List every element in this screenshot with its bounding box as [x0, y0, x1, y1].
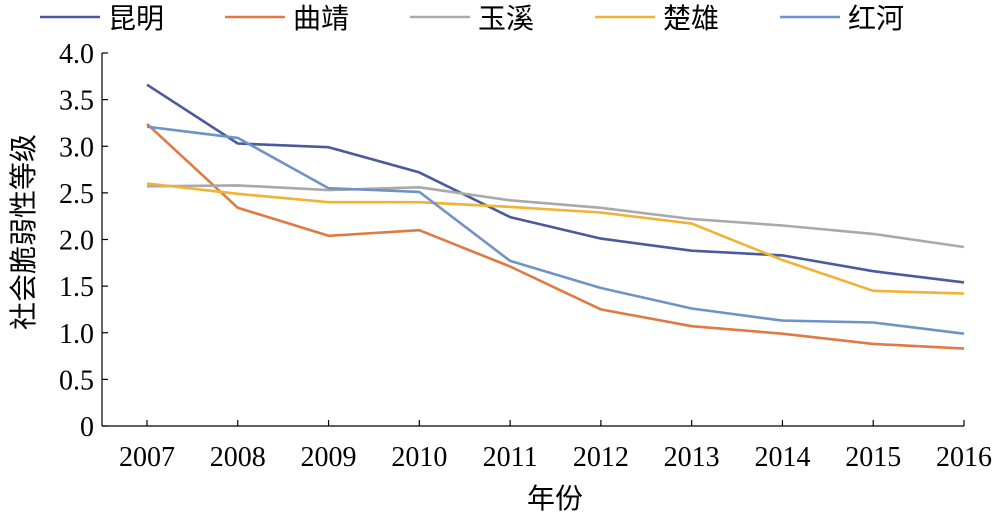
series-line-2 — [146, 122, 965, 350]
legend-label-4: 楚雄 — [663, 2, 719, 35]
y-tick-label: 4.0 — [59, 39, 94, 70]
y-tick-label: 2.0 — [59, 226, 94, 257]
x-tick-label: 2015 — [845, 442, 901, 473]
legend-label-1: 昆明 — [108, 2, 164, 35]
x-tick-label: 2013 — [664, 442, 720, 473]
x-axis: 2007 2008 2009 2010 2011 2012 2013 2014 2015 2016 — [102, 420, 992, 473]
x-axis-title: 年份 — [527, 482, 583, 515]
y-axis: 0 0.5 1.0 1.5 2.0 2.5 3.0 3.5 4.0 — [59, 39, 108, 443]
y-tick-label: 1.0 — [59, 319, 94, 350]
y-tick-label: 3.5 — [59, 86, 94, 117]
series-line-3 — [146, 184, 965, 249]
legend-label-2: 曲靖 — [293, 2, 349, 35]
y-tick-label: 1.5 — [59, 272, 94, 303]
x-tick-label: 2009 — [301, 442, 357, 473]
legend-label-5: 红河 — [848, 2, 904, 35]
x-tick-label: 2008 — [210, 442, 266, 473]
series-line-1 — [146, 83, 965, 284]
x-tick-label: 2007 — [119, 442, 175, 473]
y-tick-label: 0.5 — [59, 365, 94, 396]
x-tick-label: 2014 — [754, 442, 810, 473]
y-tick-label: 2.5 — [59, 179, 94, 210]
x-tick-label: 2012 — [573, 442, 629, 473]
series-line-4 — [146, 182, 965, 295]
y-axis-title: 社会脆弱性等级 — [7, 134, 40, 330]
x-tick-label: 2011 — [483, 442, 538, 473]
legend: 昆明 曲靖 玉溪 楚雄 红河 — [40, 2, 904, 35]
series-line-5 — [146, 125, 965, 335]
x-tick-label: 2010 — [391, 442, 447, 473]
y-tick-label: 0 — [80, 412, 94, 443]
series-lines — [146, 83, 965, 350]
y-tick-label: 3.0 — [59, 132, 94, 163]
legend-label-3: 玉溪 — [478, 2, 534, 35]
x-tick-label: 2016 — [936, 442, 992, 473]
